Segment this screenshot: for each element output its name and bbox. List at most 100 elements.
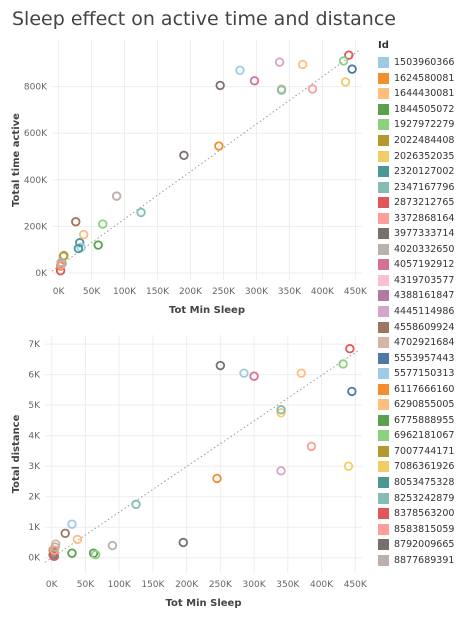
trend-line xyxy=(44,349,359,563)
legend-item[interactable]: 6117666160 xyxy=(378,381,472,397)
y-tick-label: 400K xyxy=(24,176,48,186)
data-point xyxy=(75,238,85,248)
legend-swatch xyxy=(378,290,389,302)
legend-swatch xyxy=(378,399,389,411)
legend-swatch xyxy=(378,181,389,193)
y-tick-label: 0K xyxy=(28,554,41,564)
legend-item[interactable]: 6290855005 xyxy=(378,397,472,413)
legend-swatch xyxy=(378,103,389,115)
legend-swatch xyxy=(378,150,389,162)
legend-swatch xyxy=(378,477,389,489)
data-point xyxy=(296,368,306,378)
data-point xyxy=(178,537,188,548)
legend-label: 2873212765 xyxy=(394,197,455,209)
data-point xyxy=(249,76,260,86)
legend-label: 5577150313 xyxy=(394,368,455,380)
x-tick-label: 350K xyxy=(278,287,302,297)
chart-active-time: 0K 50K 100K 150K 200K 250K 300K 350K 400K 450K 0K 2… xyxy=(11,40,368,316)
legend-swatch xyxy=(378,523,389,535)
legend-swatch xyxy=(378,228,389,240)
legend-item[interactable]: 2022484408 xyxy=(378,133,472,149)
dashboard-title: Sleep effect on active time and distance xyxy=(12,8,396,30)
legend-item[interactable]: 6775888955 xyxy=(378,413,472,429)
y-tick-label: 600K xyxy=(24,129,48,139)
legend-item[interactable]: 4020332650 xyxy=(378,242,472,258)
data-point xyxy=(297,59,308,70)
data-point xyxy=(274,57,285,67)
x-tick-label: 300K xyxy=(245,287,269,297)
chart-distance: 0K 50K 100K 150K 200K 250K 300K 350K 400K 450K 0K 1… xyxy=(11,335,368,609)
legend-label: 5553957443 xyxy=(394,352,455,364)
legend-item[interactable]: 1624580081 xyxy=(378,71,472,87)
y-tick-label: 200K xyxy=(24,222,48,232)
legend-label: 4020332650 xyxy=(394,243,455,255)
x-tick-label: 200K xyxy=(175,580,199,590)
data-point xyxy=(344,50,354,60)
legend-item[interactable]: 8253242879 xyxy=(378,490,472,506)
data-point xyxy=(49,551,59,561)
legend-label: 4702921684 xyxy=(394,337,455,349)
legend-label: 6775888955 xyxy=(394,414,455,426)
x-tick-label: 100K xyxy=(113,287,137,297)
data-point xyxy=(249,371,259,381)
legend-label: 4445114986 xyxy=(394,306,455,318)
legend-label: 4319703577 xyxy=(394,274,455,286)
legend-item[interactable]: 7086361926 xyxy=(378,459,472,475)
legend-label: 2026352035 xyxy=(394,150,455,162)
x-tick-label: 150K xyxy=(146,287,170,297)
legend-item[interactable]: 8053475328 xyxy=(378,475,472,491)
legend-item[interactable]: 1844505072 xyxy=(378,102,472,118)
legend-item[interactable]: 1503960366 xyxy=(378,55,472,71)
legend-item[interactable]: 8877689391 xyxy=(378,553,472,569)
y-axis-label: Total distance xyxy=(11,414,22,493)
legend-item[interactable]: 4702921684 xyxy=(378,335,472,351)
legend-item[interactable]: 1927972279 xyxy=(378,117,472,133)
legend-item[interactable]: 4558609924 xyxy=(378,319,472,335)
legend-label: 2347167796 xyxy=(394,181,455,193)
legend-label: 7086361926 xyxy=(394,461,455,473)
data-point xyxy=(276,408,286,418)
data-point xyxy=(215,80,225,91)
data-point xyxy=(306,441,317,452)
legend-swatch xyxy=(378,57,389,69)
legend-swatch xyxy=(378,368,389,380)
legend-item[interactable]: 4057192912 xyxy=(378,257,472,273)
legend-item[interactable]: 2026352035 xyxy=(378,148,472,164)
legend-item[interactable]: 7007744171 xyxy=(378,444,472,460)
legend-item[interactable]: 8583815059 xyxy=(378,521,472,537)
data-point xyxy=(215,360,226,371)
legend-item[interactable]: 2320127002 xyxy=(378,164,472,180)
legend-label: 2320127002 xyxy=(394,166,455,178)
legend-item[interactable]: 4445114986 xyxy=(378,304,472,320)
x-tick-label: 50K xyxy=(83,287,101,297)
legend-item[interactable]: 4388161847 xyxy=(378,288,472,304)
legend-item[interactable]: 2347167796 xyxy=(378,179,472,195)
legend-label: 3977333714 xyxy=(394,228,455,240)
legend-item[interactable]: 3372868164 xyxy=(378,210,472,226)
data-point xyxy=(347,64,357,74)
data-point xyxy=(78,229,89,240)
legend-swatch xyxy=(378,554,389,566)
data-point xyxy=(338,359,348,369)
legend-item[interactable]: 5553957443 xyxy=(378,350,472,366)
x-tick-label: 250K xyxy=(212,287,236,297)
legend-item[interactable]: 4319703577 xyxy=(378,273,472,289)
legend-item[interactable]: 1644430081 xyxy=(378,86,472,102)
data-point xyxy=(345,344,355,354)
legend-item[interactable]: 8378563200 xyxy=(378,506,472,522)
y-tick-label: 0K xyxy=(35,269,48,279)
data-point xyxy=(56,257,66,268)
legend-item[interactable]: 8792009665 xyxy=(378,537,472,553)
legend-item[interactable]: 3977333714 xyxy=(378,226,472,242)
legend-item[interactable]: 2873212765 xyxy=(378,195,472,211)
legend-swatch xyxy=(378,135,389,146)
legend-item[interactable]: 5577150313 xyxy=(378,366,472,382)
data-point xyxy=(73,243,84,254)
legend-swatch xyxy=(378,166,389,178)
data-point xyxy=(340,77,351,87)
legend-label: 8053475328 xyxy=(394,477,455,489)
y-axis-label: Total time active xyxy=(11,113,22,207)
legend-swatch xyxy=(378,492,389,504)
data-point xyxy=(235,65,245,75)
legend-item[interactable]: 6962181067 xyxy=(378,428,472,444)
